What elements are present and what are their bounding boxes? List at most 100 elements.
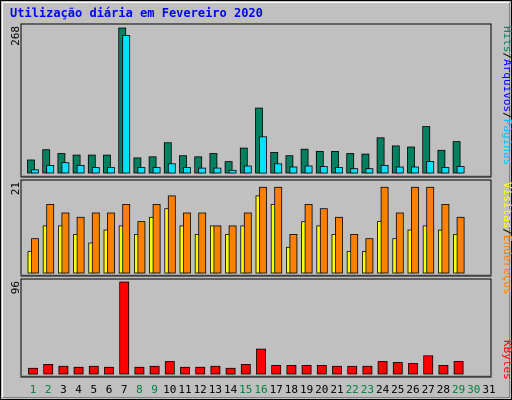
bar-arquivos-day-22: [350, 168, 359, 174]
day-label: 5: [90, 383, 97, 396]
bar-arquivos-day-16: [259, 136, 267, 174]
bar-hits-day-8: [133, 157, 142, 174]
bar-endereços-day-27: [426, 186, 435, 274]
bar-kbytes-day-12: [195, 366, 206, 375]
bar-kbytes-day-26: [408, 363, 418, 375]
bar-hits-day-24: [376, 137, 385, 174]
bar-kbytes-day-18: [286, 364, 297, 375]
bar-arquivos-day-12: [198, 167, 207, 174]
bar-arquivos-day-14: [228, 169, 237, 174]
bar-hits-day-13: [209, 153, 218, 174]
bar-hits-day-5: [87, 154, 96, 174]
bar-hits-day-1: [27, 159, 35, 174]
bar-kbytes-day-6: [104, 366, 114, 375]
day-label: 11: [178, 383, 191, 396]
bar-kbytes-day-3: [58, 365, 69, 375]
bar-hits-day-28: [437, 149, 446, 174]
bar-arquivos-day-24: [380, 164, 389, 174]
bar-hits-day-6: [103, 154, 111, 174]
bar-arquivos-day-7: [122, 35, 131, 174]
bar-endereços-day-10: [167, 195, 176, 274]
bar-arquivos-day-29: [456, 166, 465, 174]
bar-endereços-day-1: [31, 238, 39, 274]
day-label: 24: [376, 383, 390, 396]
day-label: 23: [361, 383, 374, 396]
day-label: 30: [467, 383, 480, 396]
bar-arquivos-day-6: [107, 167, 115, 174]
day-label: 7: [121, 383, 128, 396]
day-label: 1: [30, 383, 37, 396]
day-label: 9: [151, 383, 158, 396]
bar-hits-day-27: [422, 126, 431, 174]
bar-hits-day-26: [407, 146, 415, 174]
day-label: 27: [422, 383, 435, 396]
bar-arquivos-day-25: [395, 166, 404, 174]
bar-kbytes-day-20: [316, 364, 327, 375]
bar-endereços-day-17: [274, 186, 283, 274]
day-label: 21: [330, 383, 343, 396]
bar-endereços-day-11: [183, 212, 191, 274]
bar-kbytes-day-23: [362, 365, 373, 375]
bar-arquivos-day-4: [76, 164, 85, 174]
bar-kbytes-day-10: [164, 361, 175, 375]
day-label: 2: [45, 383, 52, 396]
bar-endereços-day-8: [137, 221, 146, 274]
bar-endereços-day-26: [411, 186, 419, 274]
day-label: 6: [106, 383, 113, 396]
bar-endereços-day-13: [213, 225, 222, 274]
day-label: 28: [437, 383, 450, 396]
day-label: 22: [346, 383, 359, 396]
bar-kbytes-day-28: [438, 364, 449, 375]
bar-kbytes-day-2: [43, 363, 54, 375]
day-label: 12: [194, 383, 207, 396]
bar-endereços-day-29: [456, 216, 465, 274]
bar-endereços-day-12: [198, 212, 207, 274]
bar-arquivos-day-28: [441, 167, 450, 174]
bar-arquivos-day-23: [365, 168, 374, 174]
bar-endereços-day-25: [395, 212, 404, 274]
bar-arquivos-day-8: [137, 167, 146, 174]
panel1-ymax-label: 268: [9, 26, 22, 46]
bar-hits-day-19: [300, 148, 309, 174]
bar-hits-day-29: [452, 141, 461, 174]
bar-endereços-day-19: [304, 203, 313, 274]
panel3-series-label: KBytes: [501, 340, 512, 380]
day-label: 18: [285, 383, 298, 396]
bar-endereços-day-20: [319, 208, 328, 274]
bar-kbytes-day-27: [423, 355, 434, 375]
day-label: 4: [75, 383, 82, 396]
bar-endereços-day-7: [122, 203, 131, 274]
gridlines: [21, 175, 491, 377]
panel2-series-label: Visitas/Endereços: [501, 182, 512, 295]
day-label: 19: [300, 383, 313, 396]
bar-arquivos-day-21: [335, 167, 343, 174]
panel3-plot-area: [20, 278, 492, 378]
day-labels: 1 2 3 4 5 6 7 8 9 10 11 12 13 14 15 16 17 18 19 20 21 22 23 24 2…: [30, 383, 496, 396]
bar-endereços-day-23: [365, 238, 374, 274]
bar-kbytes-day-8: [134, 366, 145, 375]
bar-endereços-day-21: [335, 216, 343, 274]
panel3-ymax-label: 96: [9, 281, 22, 294]
bar-arquivos-day-5: [91, 167, 100, 174]
bar-hits-day-11: [179, 155, 187, 174]
panel-hits-files-pages: 268: [9, 23, 492, 178]
bar-hits-day-14: [224, 161, 233, 174]
day-label: 8: [136, 383, 143, 396]
legend-vertical-labels: Hits/Arquivos/Páginas Visitas/Endereços KB…: [501, 26, 512, 380]
bar-arquivos-day-13: [213, 167, 222, 174]
day-label: 20: [315, 383, 328, 396]
bar-hits-day-25: [391, 145, 400, 174]
bars: [27, 27, 465, 375]
bar-kbytes-day-5: [88, 365, 99, 375]
day-label: 14: [224, 383, 238, 396]
bar-arquivos-day-17: [274, 163, 283, 174]
bar-kbytes-day-21: [332, 365, 342, 375]
bar-kbytes-day-14: [225, 367, 236, 375]
bar-kbytes-day-1: [28, 367, 38, 375]
bar-kbytes-day-4: [73, 366, 84, 375]
bar-hits-day-4: [72, 154, 81, 174]
bar-kbytes-day-7: [119, 281, 130, 375]
day-label: 25: [391, 383, 404, 396]
day-label: 16: [254, 383, 267, 396]
panel1-series-label: Hits/Arquivos/Páginas: [501, 26, 512, 165]
